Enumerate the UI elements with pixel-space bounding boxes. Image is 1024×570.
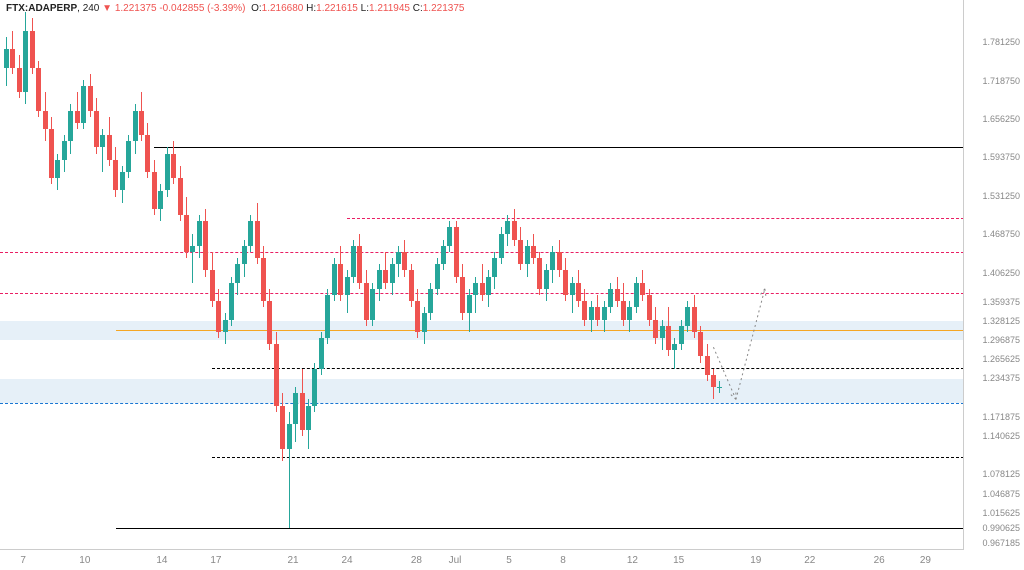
x-tick: 21 <box>287 555 298 566</box>
y-tick: 1.171875 <box>982 412 1020 422</box>
y-tick: 1.531250 <box>982 191 1020 201</box>
chart-header: FTX:ADAPERP, 240 ▼ 1.221375 -0.042855 (-… <box>6 3 464 14</box>
y-tick: 1.078125 <box>982 469 1020 479</box>
ohlc-open: 1.216680 <box>262 3 304 14</box>
x-tick: Jul <box>449 555 462 566</box>
y-tick: 1.781250 <box>982 37 1020 47</box>
x-tick: 7 <box>20 555 26 566</box>
y-axis[interactable]: 1.781250 1.718750 1.656250 1.593750 1.531250… <box>963 0 1024 550</box>
y-tick: 1.296875 <box>982 335 1020 345</box>
y-tick: 1.656250 <box>982 114 1020 124</box>
y-tick: 1.359375 <box>982 297 1020 307</box>
change: -0.042855 <box>159 3 204 14</box>
y-tick: 1.468750 <box>982 229 1020 239</box>
ohlc-low: 1.211945 <box>369 3 410 14</box>
x-tick: 19 <box>750 555 761 566</box>
ohlc-high: 1.221615 <box>316 3 358 14</box>
x-axis[interactable]: 7 10 14 17 21 24 28 Jul 5 8 12 15 19 22 26 29 <box>0 549 964 570</box>
y-tick: 1.328125 <box>982 316 1020 326</box>
symbol-label[interactable]: FTX:ADAPERP <box>6 3 77 14</box>
last-price: 1.221375 <box>115 3 157 14</box>
x-tick: 14 <box>156 555 167 566</box>
change-pct: (-3.39%) <box>207 3 245 14</box>
x-tick: 12 <box>627 555 638 566</box>
x-tick: 28 <box>411 555 422 566</box>
y-tick: 1.593750 <box>982 152 1020 162</box>
y-tick: 1.718750 <box>982 76 1020 86</box>
y-tick: 0.990625 <box>982 523 1020 533</box>
x-tick: 29 <box>920 555 931 566</box>
y-tick: 1.015625 <box>982 508 1020 518</box>
x-tick: 22 <box>804 555 815 566</box>
y-tick: 1.265625 <box>982 354 1020 364</box>
interval-label[interactable]: 240 <box>83 3 100 14</box>
annotation-path <box>0 0 964 550</box>
x-tick: 10 <box>79 555 90 566</box>
y-tick: 1.406250 <box>982 268 1020 278</box>
y-tick: 1.234375 <box>982 373 1020 383</box>
x-tick: 24 <box>341 555 352 566</box>
chart-plot-area[interactable]: FTX:ADAPERP, 240 ▼ 1.221375 -0.042855 (-… <box>0 0 964 550</box>
x-tick: 26 <box>874 555 885 566</box>
y-tick: 1.140625 <box>982 431 1020 441</box>
down-arrow-icon: ▼ <box>102 3 112 14</box>
ohlc-close: 1.221375 <box>423 3 465 14</box>
x-tick: 5 <box>506 555 512 566</box>
x-tick: 8 <box>560 555 566 566</box>
y-tick: 0.967185 <box>982 538 1020 548</box>
x-tick: 17 <box>210 555 221 566</box>
x-tick: 15 <box>673 555 684 566</box>
y-tick: 1.046875 <box>982 489 1020 499</box>
